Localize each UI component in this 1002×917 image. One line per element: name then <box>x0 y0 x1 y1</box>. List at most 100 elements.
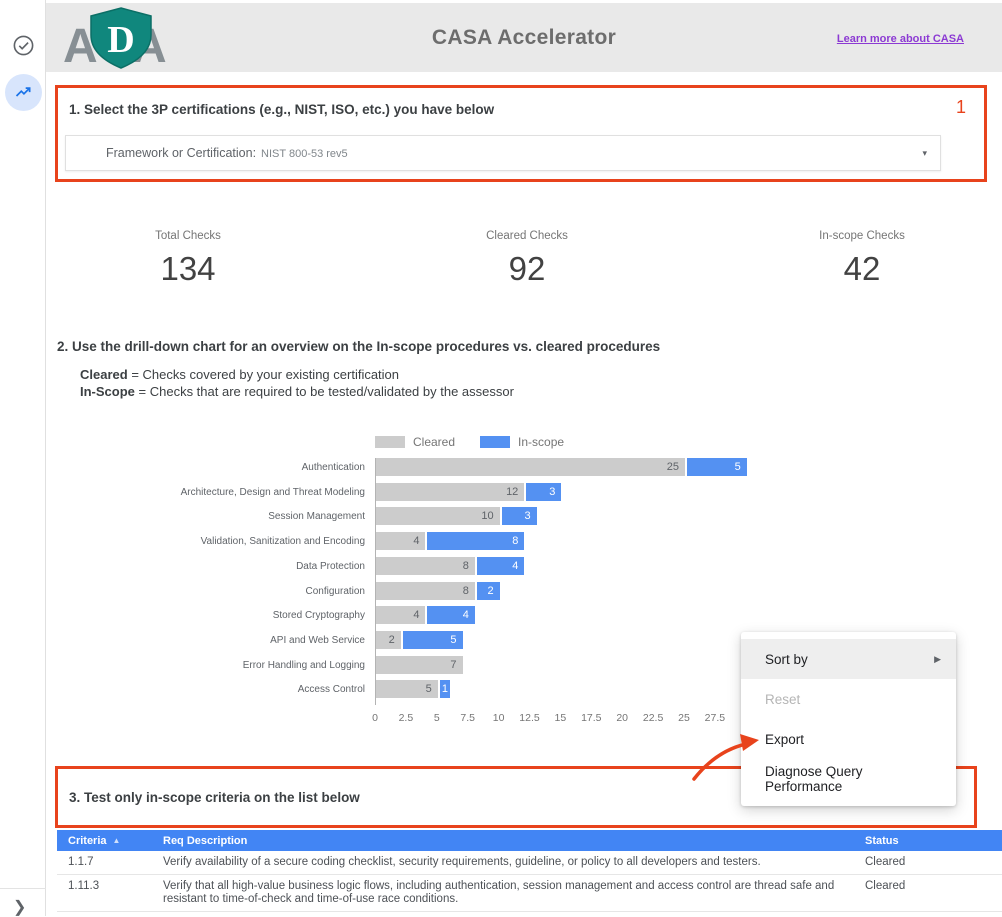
bar-segment-cleared[interactable]: 8 <box>376 556 475 575</box>
menu-item-export[interactable]: Export <box>765 731 805 747</box>
column-header-criteria[interactable]: Criteria ▲ <box>68 834 121 847</box>
dropdown-value: NIST 800-53 rev5 <box>261 147 348 160</box>
cell-status: Cleared <box>865 880 906 892</box>
chart-bars: 25 5 <box>376 458 747 476</box>
chart-context-menu: Sort by ▶ Reset Export Diagnose Query Pe… <box>741 632 956 806</box>
bar-segment-cleared[interactable]: 12 <box>376 482 525 501</box>
learn-more-link[interactable]: Learn more about CASA <box>836 33 964 45</box>
definition-inscope: In-Scope = Checks that are required to b… <box>80 383 514 399</box>
table-header-row: Criteria ▲ Req Description Status <box>57 830 1002 851</box>
ada-logo: A A D <box>62 7 180 73</box>
section-1-title: 1. Select the 3P certifications (e.g., N… <box>69 102 495 117</box>
chart-category-label: Session Management <box>268 511 365 523</box>
table-row: 1.1.7 Verify availability of a secure co… <box>57 851 1002 875</box>
stat-label: Total Checks <box>155 230 221 242</box>
bar-segment-in-scope[interactable]: 8 <box>425 532 525 551</box>
bar-segment-cleared[interactable]: 5 <box>376 680 438 699</box>
chart-row: Authentication 25 5 <box>0 458 1002 476</box>
x-axis-tick-label: 15 <box>554 712 567 724</box>
chart-category-label: Data Protection <box>296 560 365 572</box>
legend-label: Cleared <box>413 435 456 449</box>
annotation-box-1: 1. Select the 3P certifications (e.g., N… <box>55 85 987 182</box>
bar-segment-in-scope[interactable]: 4 <box>425 606 475 625</box>
menu-item-diagnose-query-performance[interactable]: Diagnose Query Performance <box>765 764 863 794</box>
chart-row: Validation, Sanitization and Encoding 4 8 <box>0 532 1002 551</box>
insights-icon[interactable] <box>5 74 42 111</box>
chart-category-label: Error Handling and Logging <box>242 659 365 671</box>
menu-item-sort-by[interactable]: Sort by ▶ <box>741 639 956 679</box>
legend-swatch-in-scope <box>480 436 511 448</box>
bar-segment-cleared[interactable]: 10 <box>376 507 500 526</box>
cell-criteria: 1.1.7 <box>68 856 94 868</box>
chart-y-axis-line <box>375 458 376 705</box>
cell-status: Cleared <box>865 856 906 868</box>
bar-segment-in-scope[interactable]: 1 <box>437 680 451 699</box>
sidebar-divider <box>0 888 46 889</box>
x-axis-tick-label: 12.5 <box>519 712 540 724</box>
chart-legend: Cleared In-scope <box>375 435 589 449</box>
shield-icon <box>90 7 152 69</box>
chart-row: Architecture, Design and Threat Modeling… <box>0 482 1002 501</box>
bar-segment-cleared[interactable]: 2 <box>376 630 401 649</box>
check-circle-icon[interactable] <box>12 34 35 57</box>
bar-segment-cleared[interactable]: 7 <box>376 655 463 674</box>
bar-segment-in-scope[interactable]: 3 <box>499 507 537 526</box>
legend-swatch-cleared <box>375 436 405 448</box>
framework-dropdown[interactable]: Framework or Certification: NIST 800-53 … <box>65 135 941 171</box>
chart-row: Data Protection 8 4 <box>0 556 1002 575</box>
chart-plot: Authentication 25 5 Architecture, Design an… <box>0 458 1002 708</box>
chart-category-label: Architecture, Design and Threat Modeling <box>180 486 365 498</box>
stat-total-checks: Total Checks 134 <box>155 230 221 288</box>
section-2-title: 2. Use the drill-down chart for an overv… <box>57 339 661 354</box>
legend-label: In-scope <box>518 435 565 449</box>
stat-label: In-scope Checks <box>819 230 905 242</box>
x-axis-tick-label: 27.5 <box>704 712 726 724</box>
annotation-marker-1: 1 <box>955 97 966 117</box>
chart-row: Access Control 5 1 <box>0 680 1002 699</box>
chart-category-label: API and Web Service <box>270 634 365 646</box>
x-axis-tick-label: 0 <box>372 712 378 724</box>
bar-segment-in-scope[interactable]: 2 <box>474 581 500 600</box>
expand-chevron-icon[interactable]: ❯ <box>13 899 27 916</box>
chart-bars: 12 3 <box>376 482 562 501</box>
stat-value: 92 <box>508 250 546 287</box>
chart-bars: 7 <box>376 655 463 674</box>
x-axis-tick-label: 17.5 <box>581 712 602 724</box>
column-header-req-description[interactable]: Req Description <box>163 834 248 847</box>
bar-segment-in-scope[interactable]: 3 <box>524 482 562 501</box>
cell-description: Verify that all high-value business logi… <box>163 880 835 905</box>
stat-cleared-checks: Cleared Checks 92 <box>486 230 568 288</box>
bar-segment-in-scope[interactable]: 5 <box>685 458 747 476</box>
bar-segment-cleared[interactable]: 8 <box>376 581 475 600</box>
chart-category-label: Configuration <box>305 585 365 597</box>
bar-segment-cleared[interactable]: 4 <box>376 606 426 625</box>
x-axis-tick-label: 20 <box>616 712 629 724</box>
left-toolbar: ❯ <box>0 0 46 916</box>
logo-letter-middle: D <box>107 19 134 61</box>
bar-segment-in-scope[interactable]: 4 <box>474 556 525 575</box>
stat-label: Cleared Checks <box>486 230 568 242</box>
stat-inscope-checks: In-scope Checks 42 <box>819 230 905 288</box>
bar-segment-cleared[interactable]: 4 <box>376 532 426 551</box>
sort-ascending-icon: ▲ <box>112 836 121 845</box>
column-header-status[interactable]: Status <box>865 834 899 847</box>
chart-category-label: Validation, Sanitization and Encoding <box>200 536 365 548</box>
chart-row: API and Web Service 2 5 <box>0 630 1002 649</box>
chart-row: Configuration 8 2 <box>0 581 1002 600</box>
stat-value: 134 <box>160 250 216 287</box>
dropdown-label: Framework or Certification: <box>106 146 257 160</box>
x-axis-tick-label: 2.5 <box>398 712 414 724</box>
chart-row: Error Handling and Logging 7 <box>0 655 1002 674</box>
page-title: CASA Accelerator <box>431 26 617 49</box>
chart-category-label: Stored Cryptography <box>272 610 365 622</box>
criteria-table: Criteria ▲ Req Description Status 1.1.7 … <box>57 830 1002 912</box>
bar-segment-cleared[interactable]: 25 <box>376 458 685 476</box>
x-axis-tick-label: 5 <box>433 712 440 724</box>
bar-segment-in-scope[interactable]: 5 <box>400 630 463 649</box>
section-3-title: 3. Test only in-scope criteria on the li… <box>69 790 360 805</box>
